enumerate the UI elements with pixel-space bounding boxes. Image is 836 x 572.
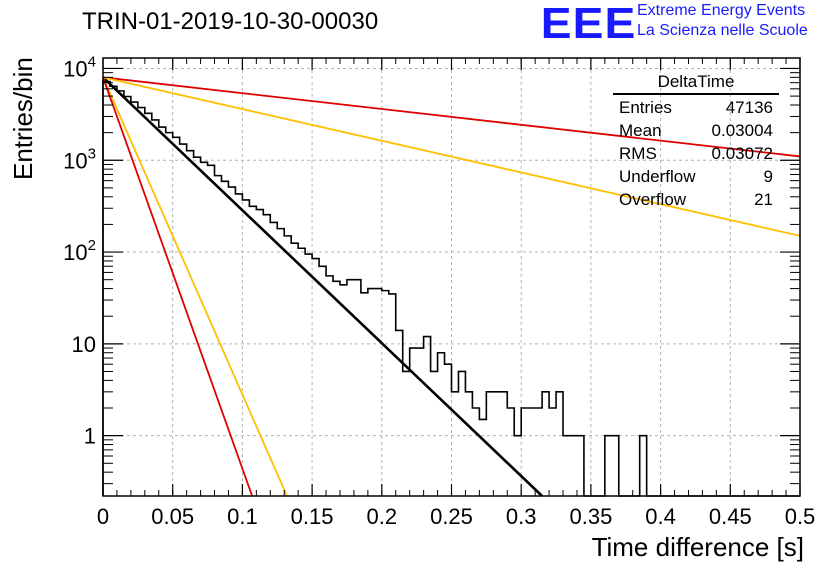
stats-label: Entries (619, 98, 672, 117)
x-axis-label: Time difference [s] (591, 532, 804, 562)
stats-row-entries: Entries 47136 (613, 96, 779, 119)
tick-labels: 0 0.05 0.1 0.15 0.2 0.25 0.3 0.35 0.4 0.45 0.5 1 10 1… (63, 53, 815, 529)
x-tick-label: 0.4 (645, 504, 676, 529)
stats-label: Underflow (619, 167, 696, 186)
fit-curves (102, 76, 801, 497)
stats-box: DeltaTime Entries 47136 Mean 0.03004 RMS… (613, 70, 779, 211)
stats-name: DeltaTime (657, 72, 735, 91)
x-tick-label: 0.45 (709, 504, 752, 529)
x-tick-label: 0.05 (151, 504, 194, 529)
fit-curve (102, 76, 801, 237)
stats-row-overflow: Overflow 21 (613, 188, 779, 211)
stats-row-rms: RMS 0.03072 (613, 142, 779, 165)
org-subtitle: La Scienza nelle Scuole (637, 22, 808, 39)
stats-row-mean: Mean 0.03004 (613, 119, 779, 142)
fit-curve (102, 76, 801, 158)
stats-row-underflow: Underflow 9 (613, 165, 779, 188)
x-tick-label: 0.2 (367, 504, 398, 529)
y-axis-label: Entries/bin (8, 57, 38, 180)
axis-ticks (102, 58, 801, 496)
x-tick-label: 0.25 (430, 504, 473, 529)
stats-divider (613, 93, 779, 95)
stats-label: Mean (619, 121, 662, 140)
stats-value: 0.03072 (711, 144, 773, 163)
x-tick-label: 0.15 (291, 504, 334, 529)
grid-lines (103, 58, 800, 496)
stats-value: 9 (763, 167, 773, 186)
chart-title: TRIN-01-2019-10-30-00030 (82, 8, 379, 35)
x-tick-label: 0.5 (785, 504, 816, 529)
fit-curve (102, 77, 254, 497)
stats-value: 21 (754, 190, 773, 209)
y-tick-label: 10 (72, 332, 96, 357)
org-name: Extreme Energy Events (637, 2, 806, 19)
y-tick-label: 103 (63, 145, 96, 173)
x-tick-label: 0.3 (506, 504, 537, 529)
y-tick-label: 1 (84, 424, 96, 449)
eee-logo: EEE (540, 0, 637, 48)
x-tick-label: 0.1 (227, 504, 258, 529)
stats-label: Overflow (619, 190, 687, 209)
x-tick-label: 0 (97, 504, 109, 529)
y-tick-label: 104 (63, 53, 96, 81)
stats-value: 47136 (725, 98, 773, 117)
y-tick-label: 102 (63, 237, 96, 265)
stats-value: 0.03004 (711, 121, 773, 140)
fit-curve (102, 76, 544, 497)
stats-label: RMS (619, 144, 657, 163)
fit-curve (102, 76, 288, 497)
x-tick-label: 0.35 (569, 504, 612, 529)
